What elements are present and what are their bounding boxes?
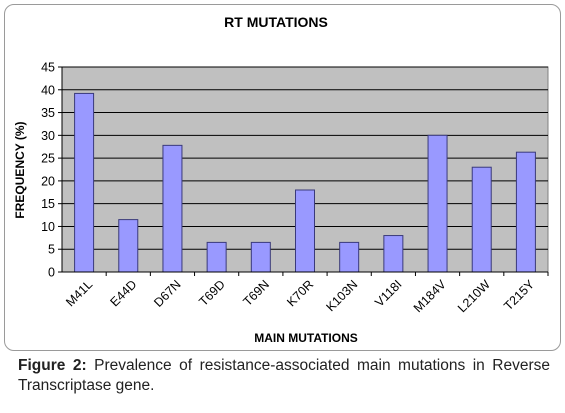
figure-caption: Figure 2: Prevalence of resistance-assoc…: [18, 356, 550, 396]
bar-t215y: [515, 151, 536, 273]
y-tick-label: 40: [41, 83, 55, 97]
y-tick-label: 20: [41, 174, 55, 188]
y-tick-label: 5: [48, 243, 55, 257]
y-tick-label: 45: [41, 61, 55, 75]
bar-t69n: [250, 241, 271, 273]
x-tick-label: V118I: [372, 277, 404, 309]
x-tick-labels: M41L E44D D67N T69D T69N K70R K103N V118I M184V L…: [63, 272, 549, 315]
bar-l210w: [471, 166, 492, 273]
bar-d67n: [162, 144, 183, 273]
x-tick-label: M41L: [63, 277, 95, 309]
bar-e44d: [118, 219, 139, 273]
x-tick-label: L210W: [455, 277, 493, 315]
bar-k103n: [339, 241, 360, 273]
x-tick-label: D67N: [151, 277, 184, 310]
x-tick-label: M184V: [411, 277, 449, 315]
bar-v118i: [383, 235, 404, 273]
bar-chart: RT MUTATIONS 0 5 10 15 20 25 30 35 40 45 M41L E44D…: [13, 14, 549, 345]
caption-label: Figure 2:: [18, 357, 87, 374]
bars: [74, 92, 536, 273]
y-tick-label: 10: [41, 220, 55, 234]
y-axis-label: FREQUENCY (%): [13, 121, 27, 218]
x-tick-label: E44D: [107, 277, 139, 309]
y-tick-labels: 0 5 10 15 20 25 30 35 40 45: [41, 61, 62, 280]
x-tick-label: T69N: [241, 277, 273, 309]
y-tick-label: 25: [41, 152, 55, 166]
bar-m184v: [427, 134, 448, 273]
x-tick-label: T215Y: [501, 277, 537, 313]
chart-title: RT MUTATIONS: [224, 14, 328, 30]
bar-k70r: [295, 189, 315, 273]
y-tick-label: 15: [41, 197, 55, 211]
bar-t69d: [206, 241, 227, 273]
x-tick-label: K70R: [284, 277, 316, 309]
x-tick-label: T69D: [196, 277, 228, 309]
y-tick-label: 30: [41, 129, 55, 143]
x-axis-label: MAIN MUTATIONS: [254, 331, 358, 345]
bar-m41l: [74, 92, 95, 273]
x-tick-label: K103N: [323, 277, 360, 314]
caption-text: Prevalence of resistance-associated main…: [18, 357, 550, 394]
y-tick-label: 0: [48, 266, 55, 280]
y-tick-label: 35: [41, 106, 55, 120]
